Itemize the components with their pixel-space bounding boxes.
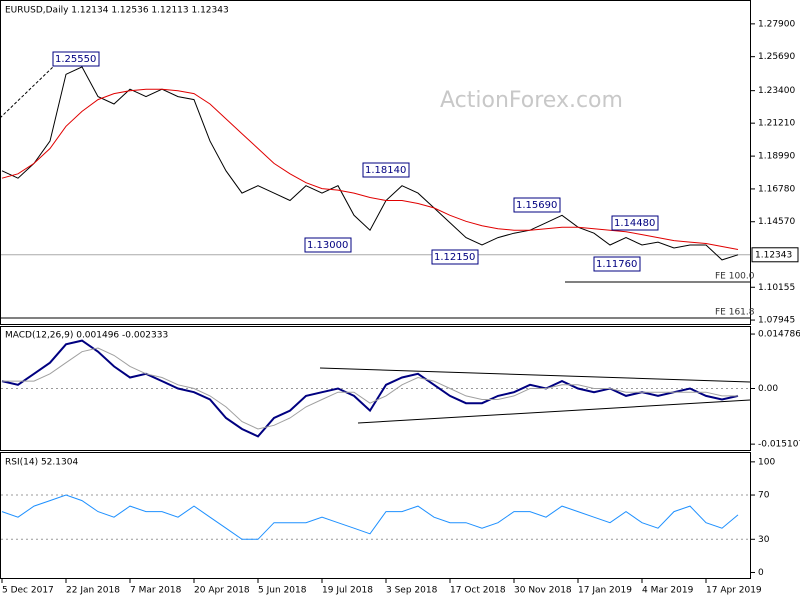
y-tick-label: 1.07945 [758,316,795,326]
annotation: 1.11760 [596,259,637,270]
series-line [1,88,739,250]
y-tick-label: 1.10155 [758,283,795,293]
macd-trend-line [357,399,751,424]
x-tick-label: 3 Sep 2018 [386,586,438,596]
series-line [2,347,738,430]
x-tick-label: 19 Jul 2018 [322,586,373,596]
series-line [1,339,739,438]
y-tick-label: -0.015107 [758,440,800,450]
annotation-box [52,51,100,67]
y-tick-label: 1.16780 [758,184,795,194]
annotation: 1.18140 [365,165,406,176]
last-price-box [751,247,799,263]
annotation-box [304,237,352,253]
annotation-box [611,215,659,231]
macd-title: MACD(12,26,9) 0.001496 -0.002333 [5,331,168,341]
annotation-box [431,249,479,265]
last-price-label: 1.12343 [755,250,792,260]
price-pane [0,0,751,325]
rsi-title: RSI(14) 52.1304 [5,458,78,468]
x-tick-label: 20 Apr 2018 [194,586,250,596]
x-tick-label: 17 Jan 2019 [578,586,632,596]
annotation-box [513,197,561,213]
y-tick-label: 100 [758,457,775,467]
x-tick-label: 17 Oct 2018 [450,586,506,596]
x-tick-label: 22 Jan 2018 [66,586,120,596]
series-line [1,66,739,261]
macd-trend-line [319,367,751,383]
annotation: FE 161.8 [715,308,755,318]
y-tick-label: 70 [758,491,770,501]
y-tick-label: 1.27900 [758,19,795,29]
x-tick-label: 5 Dec 2017 [2,586,54,596]
annotation: 1.14480 [614,218,655,229]
annotation-box [362,162,410,178]
annotation: 1.13000 [307,240,348,251]
y-tick-label: 1.18990 [758,152,795,162]
y-tick-label: 30 [758,535,770,545]
y-tick-label: 1.14570 [758,217,795,227]
x-tick-label: 17 Apr 2019 [706,586,762,596]
x-tick-label: 7 Mar 2018 [130,586,182,596]
annotation-box [593,256,641,272]
y-tick-label: 1.25690 [758,52,795,62]
x-tick-label: 30 Nov 2018 [514,586,572,596]
y-tick-label: 1.21210 [758,119,795,129]
trend-line [0,64,56,119]
y-tick-label: 0 [758,568,764,578]
x-tick-label: 4 Mar 2019 [642,586,694,596]
y-tick-label: 0.00 [758,384,778,394]
annotation: FE 100.0 [715,272,755,282]
series-line [1,494,739,540]
rsi-pane [0,452,751,579]
price-title: EURUSD,Daily 1.12134 1.12536 1.12113 1.1… [5,6,229,16]
annotation: 1.12150 [434,252,475,263]
annotation: 1.15690 [516,200,557,211]
x-tick-label: 5 Jun 2018 [258,586,307,596]
annotation: 1.25550 [55,54,96,65]
watermark: ActionForex.com [440,88,623,113]
y-tick-label: 0.014786 [758,330,800,340]
y-tick-label: 1.23400 [758,86,795,96]
